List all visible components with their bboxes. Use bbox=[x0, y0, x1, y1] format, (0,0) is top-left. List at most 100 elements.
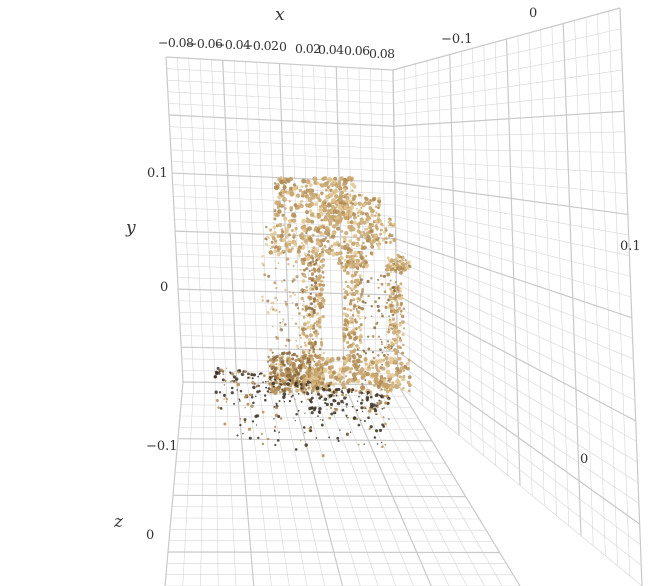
cloud-point bbox=[389, 303, 393, 308]
cloud-point bbox=[317, 295, 322, 300]
x-tick-label: 0.02 bbox=[295, 41, 320, 56]
cloud-point bbox=[366, 201, 371, 206]
cloud-point bbox=[302, 228, 307, 233]
cloud-point bbox=[216, 366, 220, 370]
cloud-point bbox=[288, 291, 291, 293]
cloud-point bbox=[316, 181, 320, 185]
cloud-point bbox=[341, 182, 347, 187]
cloud-point bbox=[295, 274, 299, 279]
cloud-point bbox=[326, 180, 330, 184]
cloud-point bbox=[351, 291, 356, 296]
cloud-point bbox=[315, 238, 320, 242]
cloud-point bbox=[348, 176, 354, 182]
cloud-point bbox=[365, 254, 368, 258]
cloud-point bbox=[291, 357, 295, 361]
cloud-point bbox=[382, 378, 387, 383]
cloud-point bbox=[263, 374, 266, 378]
cloud-point bbox=[284, 302, 288, 306]
grid-line bbox=[169, 529, 487, 531]
cloud-point bbox=[314, 202, 319, 207]
cloud-point bbox=[377, 278, 380, 281]
cloud-point bbox=[318, 301, 323, 306]
grid-line bbox=[394, 148, 626, 153]
cloud-point bbox=[377, 286, 380, 289]
cloud-point bbox=[377, 196, 381, 201]
cloud-point bbox=[363, 419, 366, 423]
cloud-point bbox=[342, 268, 347, 273]
grid-line bbox=[166, 68, 394, 82]
cloud-point bbox=[355, 409, 359, 412]
cloud-point bbox=[352, 215, 357, 220]
cloud-point bbox=[347, 432, 350, 435]
x-axis-label: x bbox=[275, 5, 285, 25]
cloud-point bbox=[223, 422, 227, 426]
cloud-point bbox=[351, 388, 355, 392]
cloud-point bbox=[282, 238, 286, 243]
cloud-point bbox=[303, 352, 306, 355]
cloud-point bbox=[269, 228, 273, 232]
cloud-point bbox=[369, 229, 374, 234]
cloud-point bbox=[377, 309, 381, 313]
cloud-point bbox=[307, 384, 310, 387]
cloud-point bbox=[273, 281, 277, 285]
cloud-point bbox=[364, 362, 369, 367]
cloud-point bbox=[360, 244, 364, 248]
cloud-point bbox=[294, 302, 299, 307]
cloud-point bbox=[380, 395, 384, 399]
cloud-point bbox=[393, 289, 396, 292]
cloud-point bbox=[278, 191, 283, 196]
cloud-point bbox=[321, 386, 323, 389]
cloud-point bbox=[223, 398, 225, 400]
cloud-point bbox=[379, 400, 383, 404]
cloud-point bbox=[352, 234, 356, 238]
cloud-point bbox=[340, 230, 344, 233]
grid-line bbox=[170, 149, 395, 161]
cloud-point bbox=[301, 178, 307, 184]
cloud-point bbox=[398, 293, 402, 297]
cloud-point bbox=[287, 233, 291, 237]
cloud-point bbox=[385, 369, 391, 375]
cloud-point bbox=[324, 188, 328, 192]
cloud-point bbox=[357, 297, 362, 301]
cloud-point bbox=[306, 190, 310, 193]
cloud-point bbox=[351, 265, 356, 269]
cloud-point bbox=[263, 394, 267, 397]
cloud-point bbox=[395, 366, 400, 371]
cloud-point bbox=[354, 389, 358, 393]
cloud-point bbox=[358, 274, 362, 278]
cloud-point bbox=[366, 393, 369, 396]
cloud-point bbox=[356, 237, 361, 242]
cloud-point bbox=[324, 201, 327, 205]
cloud-point bbox=[236, 434, 239, 437]
cloud-point bbox=[385, 394, 389, 399]
cloud-point bbox=[273, 385, 275, 388]
cloud-point bbox=[300, 185, 304, 189]
cloud-point bbox=[387, 353, 389, 356]
cloud-point bbox=[265, 238, 268, 241]
cloud-point bbox=[270, 391, 272, 394]
cloud-point bbox=[349, 287, 352, 290]
cloud-point bbox=[392, 324, 396, 328]
cloud-point bbox=[387, 347, 392, 351]
cloud-point bbox=[315, 384, 318, 386]
cloud-point bbox=[321, 373, 325, 378]
cloud-point bbox=[335, 387, 339, 392]
cloud-point bbox=[300, 389, 304, 393]
cloud-point bbox=[274, 380, 279, 385]
cloud-point bbox=[270, 247, 272, 250]
cloud-point bbox=[360, 290, 364, 294]
cloud-point bbox=[284, 197, 287, 201]
cloud-point bbox=[367, 215, 370, 217]
cloud-point bbox=[358, 395, 360, 398]
cloud-point bbox=[407, 358, 411, 362]
cloud-point bbox=[320, 191, 324, 196]
cloud-point bbox=[366, 390, 370, 395]
grid-line bbox=[394, 131, 625, 138]
cloud-point bbox=[342, 332, 346, 336]
cloud-point bbox=[407, 389, 411, 393]
cloud-point bbox=[389, 294, 392, 297]
cloud-point bbox=[391, 286, 394, 289]
cloud-point bbox=[349, 308, 353, 312]
cloud-point bbox=[341, 371, 345, 375]
cloud-point bbox=[380, 445, 384, 449]
